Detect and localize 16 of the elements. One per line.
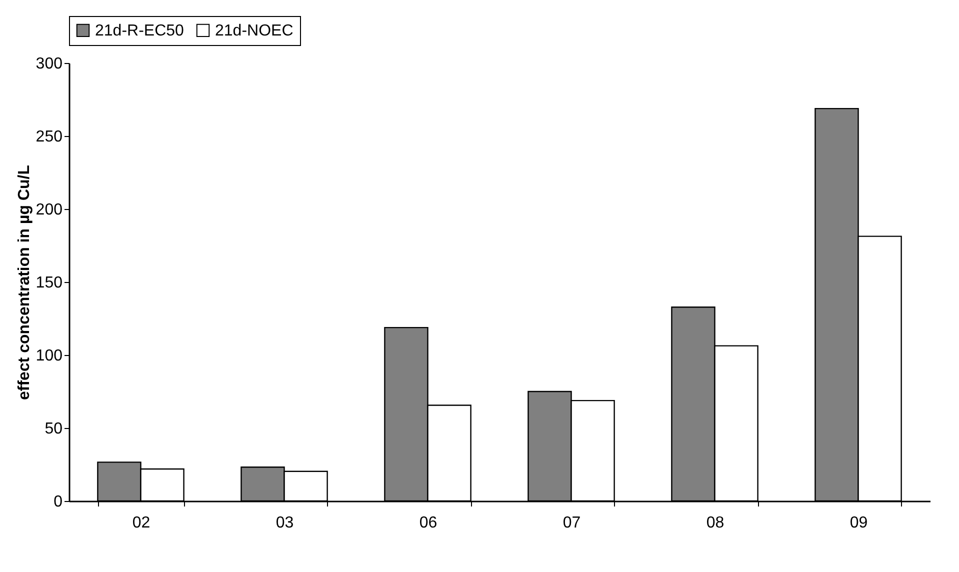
y-tick-label: 100 — [36, 348, 63, 364]
y-axis-title: effect concentration in µg Cu/L — [16, 164, 33, 400]
y-tick-label: 200 — [36, 202, 63, 218]
legend-label: 21d-NOEC — [215, 22, 294, 40]
x-tick-label: 08 — [706, 514, 724, 532]
y-tick-label: 0 — [54, 494, 63, 510]
legend-label: 21d-R-EC50 — [95, 22, 184, 40]
x-tick-label: 09 — [850, 514, 868, 532]
x-tick-label: 03 — [276, 514, 294, 532]
x-tick-label: 07 — [562, 514, 581, 532]
x-tick-label: 06 — [419, 514, 438, 532]
x-tick-label: 02 — [132, 514, 150, 532]
y-tick-label: 50 — [44, 420, 63, 438]
y-tick-label: 250 — [36, 128, 63, 146]
y-tick-label: 300 — [36, 56, 63, 72]
y-tick-label: 150 — [36, 274, 63, 292]
